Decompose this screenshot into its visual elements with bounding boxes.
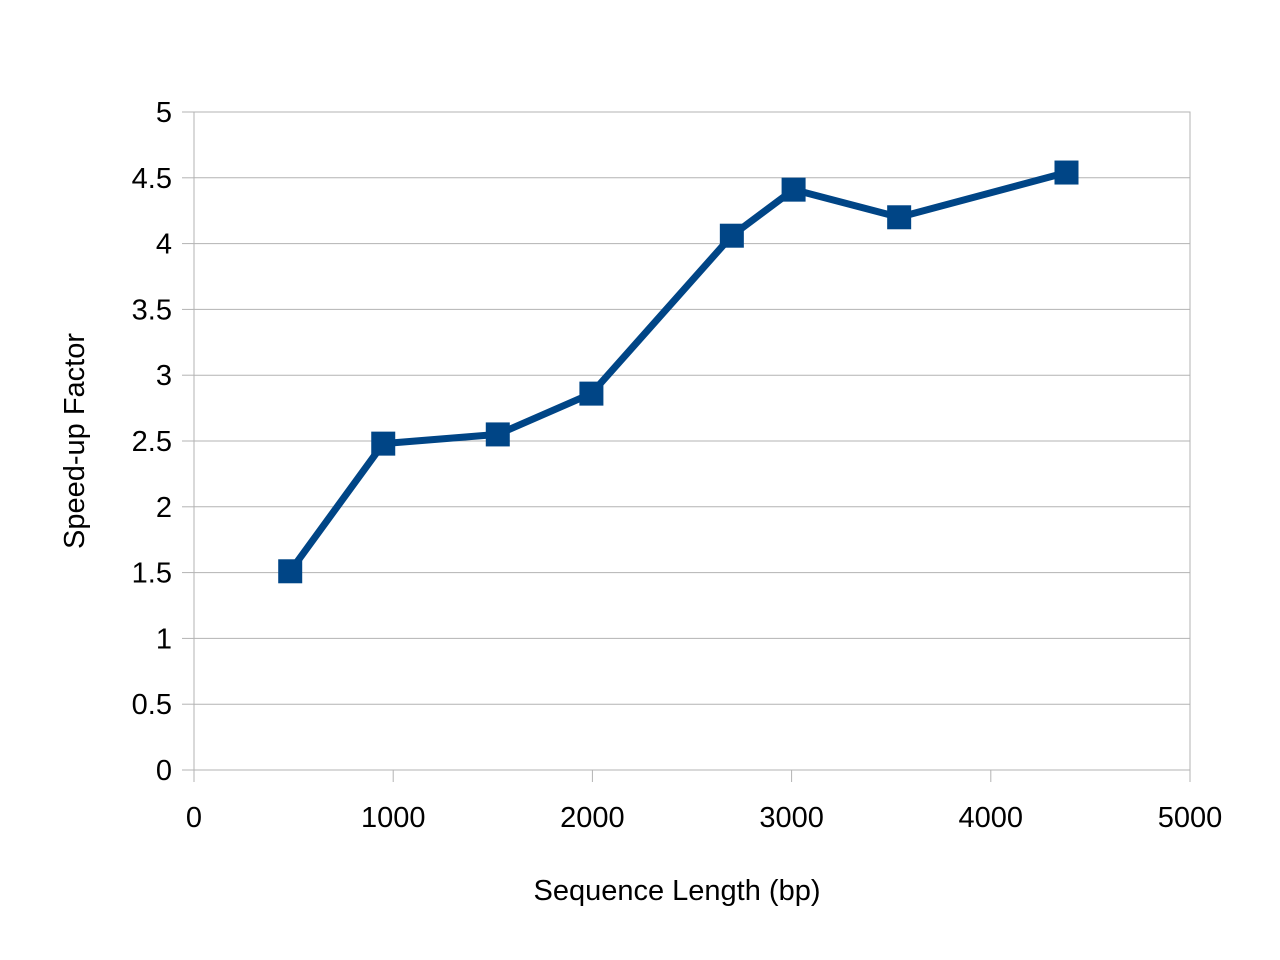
x-tick-label: 1000 xyxy=(361,802,426,834)
tick-labels: 0 0.5 1 1.5 2 2.5 3 3.5 4 4.5 5 0 1000 2000 3000 4000 50… xyxy=(132,97,1223,834)
y-tick-label: 2.5 xyxy=(132,426,172,458)
y-tick-label: 0 xyxy=(156,755,172,787)
grid-lines xyxy=(194,111,1190,705)
data-point-marker xyxy=(278,559,303,584)
data-point-marker xyxy=(485,422,510,447)
axes xyxy=(182,111,1191,782)
y-tick-label: 4 xyxy=(156,229,172,261)
series-line xyxy=(286,169,1070,575)
data-point-marker xyxy=(719,223,744,248)
y-tick-label: 1.5 xyxy=(132,558,172,590)
y-tick-label: 3.5 xyxy=(132,294,172,326)
y-tick-label: 4.5 xyxy=(132,163,172,195)
data-point-marker xyxy=(887,205,912,230)
x-tick-label: 0 xyxy=(186,802,202,834)
data-point-marker xyxy=(1054,160,1079,185)
y-tick-label: 5 xyxy=(156,97,172,129)
x-tick-label: 5000 xyxy=(1158,802,1223,834)
data-point-marker xyxy=(579,381,604,406)
data-point-marker xyxy=(781,177,806,202)
y-tick-label: 3 xyxy=(156,360,172,392)
x-tick-label: 2000 xyxy=(560,802,625,834)
x-tick-label: 3000 xyxy=(759,802,824,834)
y-tick-label: 1 xyxy=(156,623,172,655)
y-tick-label: 0.5 xyxy=(132,689,172,721)
series xyxy=(278,160,1079,584)
x-tick-label: 4000 xyxy=(959,802,1024,834)
x-axis-title: Sequence Length (bp) xyxy=(534,875,821,907)
y-axis-title: Speed-up Factor xyxy=(59,333,91,549)
y-tick-label: 2 xyxy=(156,492,172,524)
data-point-marker xyxy=(371,431,396,456)
